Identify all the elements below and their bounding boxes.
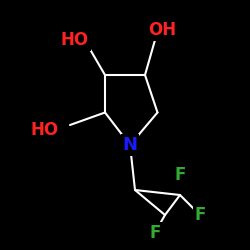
Text: F: F — [194, 206, 206, 224]
Text: HO: HO — [31, 121, 59, 139]
Text: F: F — [149, 224, 161, 242]
Text: N: N — [122, 136, 138, 154]
Text: HO: HO — [61, 31, 89, 49]
Text: OH: OH — [148, 21, 176, 39]
Text: F: F — [174, 166, 186, 184]
